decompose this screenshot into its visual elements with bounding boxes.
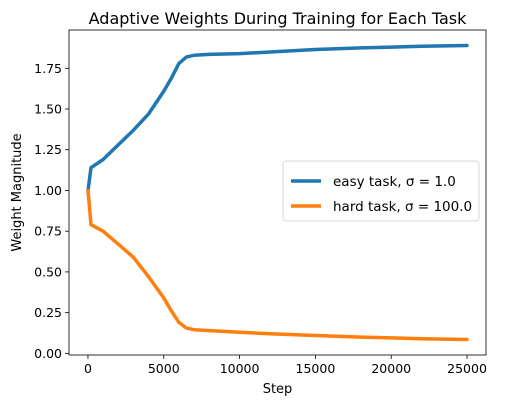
plot-frame (68, 29, 487, 356)
x-axis-label: Step (263, 382, 293, 397)
y-tick-label: 0.50 (34, 264, 62, 279)
x-tick-label: 0 (84, 361, 92, 376)
y-axis: 0.00 0.25 0.50 0.75 1.00 1.25 1.50 1.75 (34, 61, 69, 361)
x-tick-label: 25000 (447, 361, 487, 376)
x-tick-label: 5000 (148, 361, 180, 376)
x-axis: 0 5000 10000 15000 20000 25000 (84, 355, 487, 376)
legend: easy task, σ = 1.0 hard task, σ = 100.0 (282, 160, 480, 222)
series-line-easy (86, 43, 469, 193)
legend-label-easy: easy task, σ = 1.0 (333, 174, 456, 190)
y-tick-label: 1.50 (34, 102, 62, 117)
y-tick-label: 0.75 (34, 224, 62, 239)
series-line-hard (86, 188, 469, 342)
legend-box (282, 160, 480, 222)
y-tick-label: 1.00 (34, 183, 62, 198)
chart-title: Adaptive Weights During Training for Eac… (89, 9, 467, 28)
legend-label-hard: hard task, σ = 100.0 (333, 199, 472, 215)
y-axis-label: Weight Magnitude (10, 133, 25, 251)
y-tick-label: 0.00 (34, 346, 62, 361)
y-tick-label: 1.25 (34, 142, 62, 157)
x-tick-label: 10000 (220, 361, 260, 376)
x-tick-label: 20000 (371, 361, 411, 376)
series-layer (86, 43, 469, 342)
y-tick-label: 1.75 (34, 61, 62, 76)
x-tick-label: 15000 (296, 361, 336, 376)
y-tick-label: 0.25 (34, 305, 62, 320)
